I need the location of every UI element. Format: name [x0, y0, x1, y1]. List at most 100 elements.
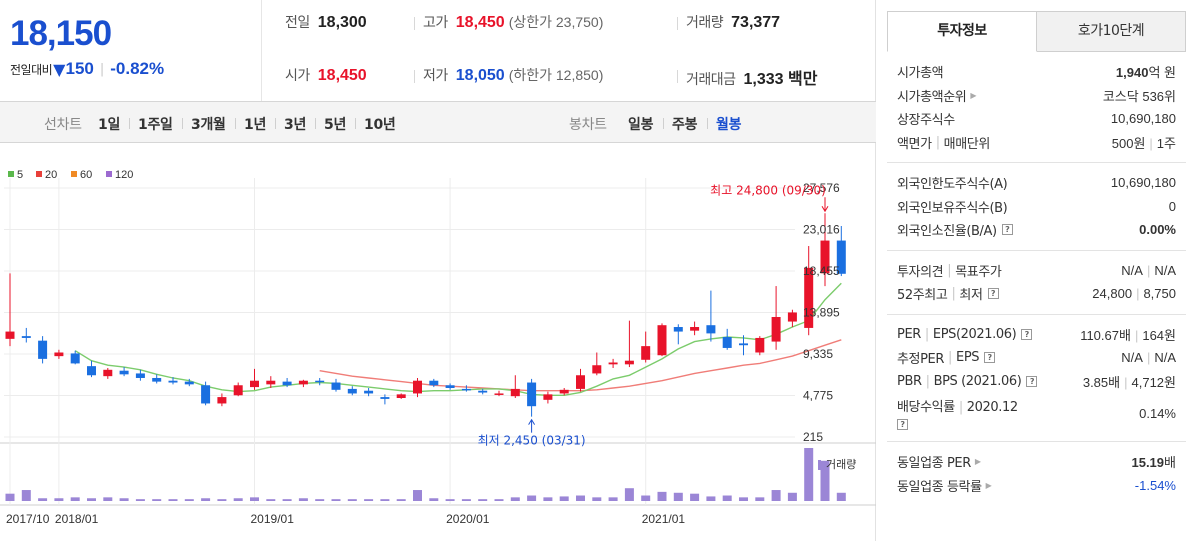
sector-per-row[interactable]: 동일업종 PER ▶ 15.19배	[897, 450, 1176, 474]
est-per-label: 추정PER	[897, 352, 945, 368]
candle-body	[527, 382, 537, 407]
volume-bar	[201, 498, 211, 501]
52w-high-label: 52주최고	[897, 288, 948, 304]
chevron-right-icon: ▶	[970, 90, 977, 100]
candle-body	[559, 389, 569, 394]
separator	[182, 118, 183, 129]
volume-bar	[787, 492, 797, 501]
volume: 거래량 73,377	[686, 12, 780, 32]
candle-body	[347, 388, 357, 394]
daily-candle-button[interactable]: 일봉	[628, 117, 654, 133]
candle-body	[576, 375, 585, 389]
separator	[275, 118, 276, 129]
candle-body	[494, 393, 504, 395]
tab-investment-info[interactable]: 투자정보	[887, 11, 1037, 52]
monthly-candle-button[interactable]: 월봉	[716, 117, 742, 133]
period-5y-button[interactable]: 5년	[324, 117, 347, 133]
opinion-group: 투자의견 | 목표주가 N/A | N/A 52주최고 | 최저? 24,800 | 8,750	[887, 251, 1186, 315]
low-arrow-head	[528, 418, 536, 425]
valuation-group: PER | EPS(2021.06)? 110.67배 | 164원 추정PER | EPS…	[887, 315, 1186, 442]
help-icon[interactable]: ?	[897, 419, 908, 430]
per-label: PER	[897, 326, 921, 342]
candle-body	[787, 312, 797, 322]
volume-bar	[739, 497, 748, 501]
line-chart-label: 선차트	[44, 117, 82, 133]
foreign-ratio-row: 외국인소진율(B/A)? 0.00%	[897, 218, 1176, 242]
help-icon[interactable]: ?	[987, 288, 999, 300]
listed-shares-row: 상장주식수 10,690,180	[897, 107, 1176, 131]
legend-swatch-120	[106, 171, 112, 177]
candle-body	[706, 325, 716, 334]
market-cap-value: 1,940	[1115, 65, 1149, 81]
current-price-box: 18,150 전일대비 ▼ 150 | -0.82%	[0, 0, 262, 101]
dividend-row: 배당수익률 | 2020.12 ? 0.14%	[897, 400, 1176, 430]
par-value: 500원	[1111, 135, 1146, 151]
period-10y-button[interactable]: 10년	[364, 117, 396, 133]
sector-change-row[interactable]: 동일업종 등락률 ▶ -1.54%	[897, 474, 1176, 498]
candle-body	[739, 343, 748, 346]
foreign-held-value: 0	[1168, 198, 1176, 214]
volume-label: 거래량	[826, 458, 856, 471]
tab-order-book[interactable]: 호가10단계	[1037, 11, 1186, 52]
volume-bar	[168, 499, 178, 501]
volume-bar	[119, 498, 129, 501]
period-1d-button[interactable]: 1일	[98, 117, 121, 133]
help-icon[interactable]: ?	[1001, 224, 1013, 236]
volume-bar	[755, 497, 765, 501]
volume-bar	[820, 460, 830, 501]
candle-body	[673, 327, 683, 332]
trading-unit-label: 매매단위	[943, 136, 991, 152]
x-tick-label: 2020/01	[446, 512, 490, 526]
change-amount: 150	[65, 59, 94, 78]
period-3m-button[interactable]: 3개월	[191, 117, 226, 133]
open-value: 18,450	[317, 67, 367, 84]
candle-body	[755, 337, 765, 353]
chart-legend: 5 20 60 120	[8, 169, 133, 181]
eps-label: EPS(2021.06)	[932, 326, 1017, 342]
volume-label: 거래량	[686, 15, 724, 31]
x-tick-label: 2021/01	[642, 512, 686, 526]
market-cap-rank-row[interactable]: 시가총액순위 ▶ 코스닥 536위	[897, 84, 1176, 108]
volume-bar	[461, 499, 471, 501]
volume-bar	[331, 499, 341, 501]
candle-body	[771, 317, 781, 342]
help-icon[interactable]: ?	[1026, 375, 1038, 387]
turnover: 거래대금 1,333 백만	[686, 65, 817, 89]
candle-body	[364, 390, 374, 394]
period-3y-button[interactable]: 3년	[284, 117, 307, 133]
volume-bar	[282, 499, 292, 501]
candle-body	[315, 380, 325, 383]
sector-change-value: -1.54%	[1134, 477, 1176, 493]
day-low: 저가 18,050 (하한가 12,850)	[423, 65, 603, 85]
volume-bar	[510, 497, 520, 501]
low-value: 18,050	[455, 67, 505, 84]
help-icon[interactable]: ?	[1021, 328, 1033, 340]
candle-body	[804, 267, 814, 328]
opinion-row: 투자의견 | 목표주가 N/A | N/A	[897, 262, 1176, 280]
low-label: 저가	[423, 68, 448, 84]
volume-bar	[722, 495, 732, 501]
y-tick-label: 27,576	[803, 181, 840, 195]
volume-bar	[836, 492, 846, 501]
foreign-limit-value: 10,690,180	[1110, 175, 1176, 191]
volume-bars	[5, 448, 846, 501]
volume-bar	[657, 491, 667, 501]
y-tick-label: 23,016	[803, 223, 840, 237]
help-icon[interactable]: ?	[984, 352, 996, 364]
weekly-candle-button[interactable]: 주봉	[672, 117, 698, 133]
candle-body	[38, 340, 48, 359]
sector-per-value: 15.19	[1131, 455, 1165, 471]
candle-body	[152, 377, 162, 382]
candle-chart-label: 봉차트	[569, 117, 607, 133]
volume-bar	[445, 499, 455, 501]
volume-bar	[673, 492, 683, 501]
turnover-label: 거래대금	[686, 72, 736, 88]
volume-bar	[527, 495, 537, 501]
stock-candlestick-chart: 5 20 60 120 27,576 23,016 18,455 13,895 9,335 4,…	[0, 169, 876, 526]
candle-body	[543, 394, 553, 400]
separator	[677, 70, 678, 83]
candle-body	[135, 373, 145, 378]
period-1y-button[interactable]: 1년	[244, 117, 267, 133]
candle-body	[380, 397, 390, 399]
period-1w-button[interactable]: 1주일	[138, 117, 173, 133]
